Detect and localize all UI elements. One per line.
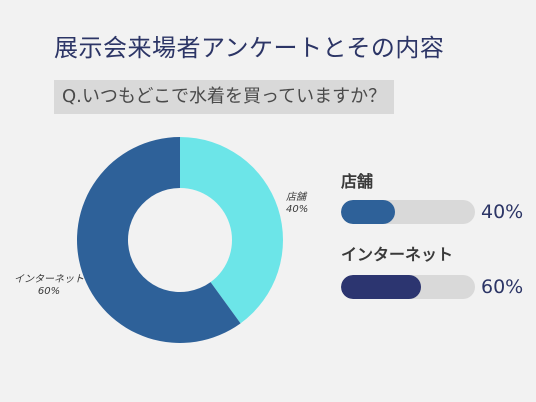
slice-label-store-value: 40%: [286, 204, 309, 215]
slice-label-internet-name: インターネット: [14, 274, 84, 285]
slice-label-internet: インターネット 60%: [14, 274, 84, 298]
stat-label-internet: インターネット: [341, 245, 454, 264]
progress-fill-store: [341, 200, 395, 224]
slice-label-store-name: 店舗: [286, 192, 306, 203]
question-box: Q.いつもどこで水着を買っていますか？: [54, 80, 395, 114]
slice-label-internet-value: 60%: [37, 286, 61, 297]
progress-track-store: [341, 200, 475, 224]
donut-slice-internet: [76, 137, 241, 343]
slice-label-store: 店舗 40%: [286, 192, 308, 216]
donut-chart: [76, 137, 283, 343]
progress-track-internet: [341, 275, 475, 299]
page-title: 展示会来場者アンケートとその内容: [54, 34, 445, 62]
stat-label-store: 店舗: [341, 172, 374, 191]
stat-value-internet: 60%: [481, 276, 524, 298]
stat-value-store: 40%: [481, 201, 524, 223]
donut-slice-store: [180, 137, 283, 324]
progress-fill-internet: [341, 275, 422, 299]
